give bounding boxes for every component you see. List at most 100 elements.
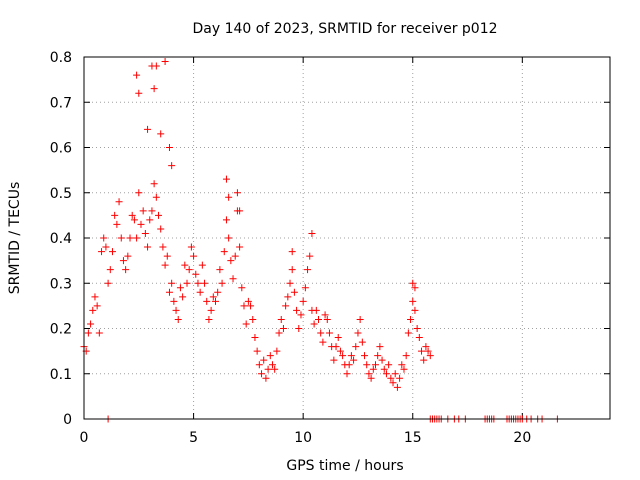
data-point: [144, 125, 152, 133]
data-point: [187, 243, 195, 251]
data-point: [371, 361, 379, 369]
data-point: [268, 361, 276, 369]
data-point: [358, 338, 366, 346]
data-point: [288, 266, 296, 274]
data-point: [229, 275, 237, 283]
data-point: [365, 370, 373, 378]
data-point: [352, 343, 360, 351]
data-point: [266, 352, 274, 360]
data-point: [216, 266, 224, 274]
data-point: [196, 288, 204, 296]
data-point: [369, 365, 377, 373]
data-point: [135, 89, 143, 97]
data-point: [181, 261, 189, 269]
data-point: [325, 329, 333, 337]
data-point: [288, 248, 296, 256]
y-tick-label: 0.2: [50, 322, 72, 338]
data-point: [126, 234, 134, 242]
data-point: [271, 365, 279, 373]
data-point: [249, 315, 257, 323]
data-point: [387, 374, 395, 382]
data-point: [227, 257, 235, 265]
data-point: [157, 225, 165, 233]
data-point: [382, 370, 390, 378]
data-point: [409, 279, 417, 287]
data-point: [391, 370, 399, 378]
x-axis-title: GPS time / hours: [286, 458, 403, 474]
data-point: [124, 252, 132, 260]
data-point: [87, 320, 95, 328]
data-point: [207, 306, 215, 314]
data-point: [317, 329, 325, 337]
data-point: [415, 334, 423, 342]
data-point: [347, 352, 355, 360]
data-point: [400, 365, 408, 373]
data-point: [168, 162, 176, 170]
data-point: [339, 352, 347, 360]
data-point: [98, 248, 106, 256]
data-point: [404, 329, 412, 337]
data-point: [354, 329, 362, 337]
data-point: [336, 347, 344, 355]
data-point: [185, 266, 193, 274]
data-point: [165, 288, 173, 296]
data-point: [332, 343, 340, 351]
chart-title: Day 140 of 2023, SRMTID for receiver p01…: [192, 21, 497, 37]
data-point: [304, 266, 312, 274]
x-tick-label: 0: [80, 430, 89, 446]
data-point: [150, 180, 158, 188]
data-point: [170, 297, 178, 305]
data-point: [91, 293, 99, 301]
data-point: [135, 189, 143, 197]
data-point: [356, 315, 364, 323]
data-point: [190, 252, 198, 260]
data-point: [361, 352, 369, 360]
data-point: [225, 234, 233, 242]
data-point: [130, 216, 138, 224]
data-point: [310, 320, 318, 328]
data-point: [155, 211, 163, 219]
data-point: [330, 356, 338, 364]
data-point: [172, 306, 180, 314]
data-point: [141, 229, 149, 237]
data-point: [378, 356, 386, 364]
data-point: [299, 297, 307, 305]
data-point: [198, 261, 206, 269]
y-tick-label: 0: [63, 412, 72, 428]
data-point: [117, 234, 125, 242]
y-tick-label: 0.3: [50, 276, 72, 292]
data-point: [402, 352, 410, 360]
data-point: [258, 370, 266, 378]
data-point: [176, 284, 184, 292]
x-tick-label: 15: [404, 430, 422, 446]
data-point: [111, 211, 119, 219]
data-point: [108, 248, 116, 256]
data-point: [409, 297, 417, 305]
data-point: [104, 279, 112, 287]
data-point: [407, 315, 415, 323]
data-point: [244, 297, 252, 305]
data-point: [150, 85, 158, 93]
data-point: [128, 211, 136, 219]
data-point: [424, 347, 432, 355]
data-point: [106, 266, 114, 274]
data-point: [168, 279, 176, 287]
data-point: [413, 325, 421, 332]
data-point: [262, 374, 270, 382]
data-point: [264, 365, 272, 373]
data-point: [165, 144, 173, 151]
data-point: [345, 361, 353, 369]
data-point: [277, 315, 285, 323]
data-point: [418, 347, 426, 355]
data-point: [253, 347, 261, 355]
data-point: [231, 252, 239, 260]
data-point: [192, 270, 200, 278]
data-point: [122, 266, 130, 274]
data-point: [220, 248, 228, 256]
data-point: [426, 352, 434, 360]
data-point: [157, 130, 165, 138]
data-point: [306, 252, 314, 260]
data-point: [411, 306, 419, 314]
data-point: [203, 297, 211, 305]
data-point: [396, 374, 404, 382]
